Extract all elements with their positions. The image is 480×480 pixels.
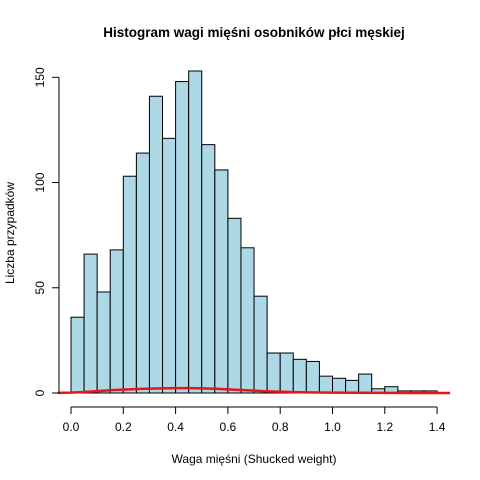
bar bbox=[332, 377, 347, 394]
bar bbox=[266, 352, 281, 394]
bar bbox=[305, 360, 320, 394]
y-axis-label: Liczba przypadków bbox=[3, 182, 17, 284]
bar bbox=[148, 95, 164, 394]
y-tick-label: 50 bbox=[33, 281, 47, 295]
x-tick-label: 0.0 bbox=[63, 420, 80, 434]
density-line bbox=[57, 386, 451, 395]
bar bbox=[201, 144, 216, 394]
y-tick-label: 150 bbox=[33, 67, 47, 87]
bar bbox=[122, 175, 137, 394]
x-tick-label: 1.4 bbox=[429, 420, 446, 434]
x-tick-label: 1.0 bbox=[324, 420, 341, 434]
bar bbox=[96, 291, 111, 394]
bar bbox=[175, 81, 190, 394]
bar bbox=[135, 152, 150, 394]
x-tick-label: 1.2 bbox=[376, 420, 393, 434]
bar bbox=[70, 316, 85, 394]
bar bbox=[345, 379, 360, 394]
bar bbox=[109, 249, 124, 394]
bar bbox=[83, 253, 98, 394]
bar bbox=[318, 375, 334, 394]
y-axis: 0 50 100 150 bbox=[33, 67, 60, 396]
bar bbox=[214, 169, 229, 394]
x-tick-label: 0.8 bbox=[272, 420, 289, 434]
bar bbox=[279, 352, 294, 394]
x-tick-label: 0.2 bbox=[115, 420, 132, 434]
x-axis-label: Waga mięśni (Shucked weight) bbox=[172, 452, 337, 466]
y-tick-label: 100 bbox=[33, 172, 47, 192]
chart-title: Histogram wagi mięśni osobników płci męs… bbox=[103, 25, 405, 40]
bars-group bbox=[70, 70, 438, 394]
bar bbox=[358, 373, 373, 394]
x-tick-label: 0.4 bbox=[167, 420, 184, 434]
y-tick-label: 0 bbox=[33, 389, 47, 396]
bar bbox=[240, 247, 255, 394]
x-axis: 0.0 0.2 0.4 0.6 0.8 1.0 1.2 1.4 bbox=[63, 406, 446, 434]
bar bbox=[188, 70, 203, 394]
bar bbox=[253, 295, 268, 394]
bar bbox=[162, 137, 177, 394]
x-tick-label: 0.6 bbox=[220, 420, 237, 434]
bar bbox=[292, 358, 307, 394]
bar bbox=[227, 217, 242, 394]
